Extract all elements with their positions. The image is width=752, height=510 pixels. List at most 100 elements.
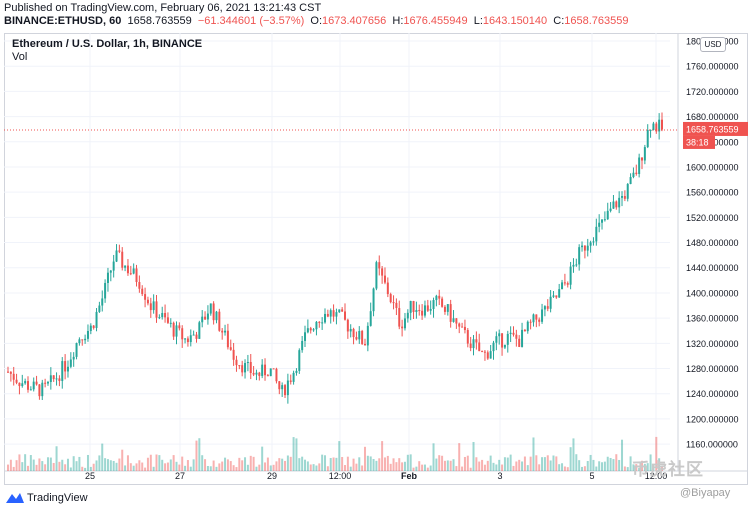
volume-bar [466,455,469,471]
volume-bar [158,455,161,471]
volume-bar [118,458,121,471]
candle-body [552,295,555,297]
candle-body [555,295,558,298]
volume-bar [115,462,118,471]
candle-body [112,261,115,271]
volume-bar [446,460,449,471]
volume-bar [489,455,492,471]
candle-body [392,302,395,304]
volume-bar [409,454,412,471]
x-tick-label: 12:00 [329,471,352,481]
price-chart[interactable]: 1160.000000 1200.000000 1240.000000 1280.00… [4,33,748,485]
volume-bar [95,460,98,471]
y-tick-label: 1480.000000 [686,238,739,248]
candle-body [284,385,287,396]
candle-body [492,342,495,352]
candle-body [138,282,141,289]
volume-bar [135,463,138,471]
candle-body [506,333,509,345]
candle-body [212,303,215,321]
candle-body [246,361,249,364]
candle-body [432,300,435,309]
volume-bar [232,465,235,471]
volume-bar [401,462,404,471]
candle-body [592,241,595,243]
volume-bar [386,455,389,471]
candle-body [438,295,441,299]
candle-body [398,308,401,327]
y-tick-label: 1760.000000 [686,62,739,72]
volume-bar [332,457,335,471]
volume-bar [41,461,44,471]
volume-bar [601,462,604,471]
candle-body [615,201,618,208]
candle-body [429,308,432,311]
candle-body [141,288,144,295]
last-price-tag-bg [683,121,748,136]
candle-body [463,326,466,331]
volume-bar [449,460,452,471]
volume-bar [472,441,475,471]
volume-bar [566,467,569,471]
volume-bar [261,446,264,471]
volume-bar [658,458,661,471]
candle-body [449,304,452,322]
volume-bar [46,457,49,471]
candle-body [18,382,21,387]
volume-bar [241,460,244,471]
candle-body [489,351,492,359]
volume-bar [78,456,81,471]
volume-bar [572,438,575,471]
candle-body [209,303,212,314]
volume-bar [24,454,27,471]
volume-bar [555,456,558,471]
candle-body [621,196,624,198]
candle-body [264,364,267,376]
candle-body [423,305,426,316]
volume-bar [443,460,446,471]
volume-bar [221,461,224,471]
volume-bar [178,464,181,471]
candle-body [192,334,195,336]
currency-button[interactable]: USD [700,37,726,52]
volume-bar [381,441,384,471]
volume-bar [343,465,346,471]
candle-body [361,330,364,344]
volume-bar [32,459,35,471]
candle-body [149,303,152,311]
volume-bar [389,463,392,471]
candle-body [86,330,89,339]
candle-body [526,321,529,332]
volume-bar [289,456,292,471]
candle-body [346,319,349,332]
volume-bar [469,467,472,471]
volume-bar [375,460,378,471]
candle-body [72,356,75,360]
candle-body [521,329,524,347]
candle-body [101,298,104,306]
volume-bar [109,460,112,471]
candle-body [306,328,309,333]
volume-bar [483,464,486,471]
volume-bar [426,467,429,471]
candle-body [629,177,632,185]
volume-bar [398,458,401,471]
candle-body [566,283,569,285]
volume-bar [155,454,158,471]
volume-bar [578,460,581,471]
low-label: L: [473,15,483,27]
candle-body [281,385,284,390]
volume-bar [72,456,75,471]
volume-bar [498,459,501,471]
volume-bar [615,454,618,471]
volume-bar [12,466,15,471]
volume-bar [475,457,478,471]
candle-body [441,298,444,307]
volume-bar [612,459,615,471]
volume-bar [543,457,546,471]
volume-bar [238,457,241,471]
volume-bar [435,458,438,471]
candle-body [641,157,644,161]
candle-body [144,294,147,300]
volume-bar [363,446,366,471]
